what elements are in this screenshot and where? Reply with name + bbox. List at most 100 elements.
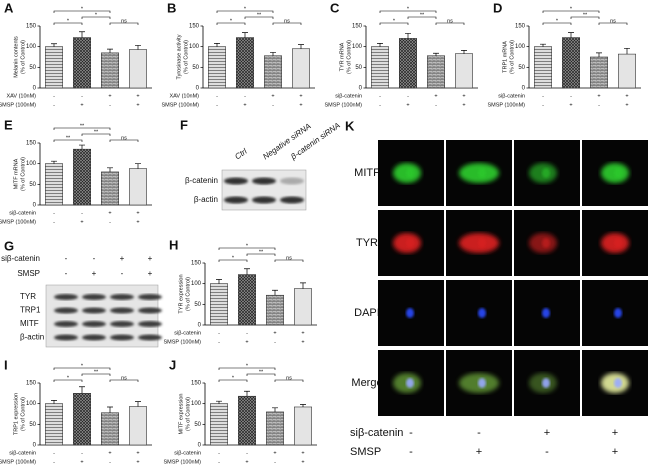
treatment-sign: -: [53, 219, 55, 225]
error-bar: [433, 52, 439, 56]
panel-letter: J: [169, 357, 176, 372]
treatment-sign: -: [65, 269, 68, 278]
y-tick-label: 0: [196, 86, 200, 92]
treatment-label: SMSP: [17, 269, 40, 278]
treatment-label: siβ-catenin: [174, 450, 201, 456]
nucleus: [478, 168, 486, 178]
row-label: β-catenin: [185, 176, 218, 185]
treatment-label: SMSP (100nM): [488, 102, 526, 108]
significance-bracket: [379, 22, 409, 25]
error-bar: [272, 407, 278, 412]
bar: [238, 395, 256, 446]
significance-bracket: [216, 10, 274, 13]
blot-band: [110, 307, 134, 314]
error-bar: [216, 400, 222, 404]
blot-band: [54, 334, 78, 341]
bar: [264, 55, 282, 89]
panel-letter: B: [167, 0, 176, 15]
y-axis-label: (% of Control): [20, 40, 26, 74]
nucleus: [478, 308, 486, 318]
treatment-sign: +: [569, 102, 572, 108]
blot-band: [252, 177, 276, 185]
row-label: TYR: [20, 292, 36, 301]
error-bar: [135, 163, 141, 169]
bar: [427, 55, 445, 89]
treatment-sign: +: [80, 102, 83, 108]
bar: [129, 49, 147, 89]
treatment-sign: +: [625, 102, 628, 108]
y-tick-label: 150: [191, 261, 202, 267]
y-axis-label: (% of Control): [509, 40, 515, 74]
treatment-sign: -: [81, 210, 83, 216]
significance-bracket: [53, 22, 83, 25]
bar: [45, 46, 63, 89]
bar: [534, 46, 552, 89]
blot-band: [54, 294, 78, 300]
panel-letter: A: [4, 0, 14, 15]
significance-label: *: [232, 255, 235, 261]
significance-label: **: [259, 249, 264, 255]
error-bar: [270, 52, 276, 56]
row-label: MITF: [20, 319, 39, 328]
y-axis-label: (% of Control): [346, 40, 352, 74]
bar: [266, 411, 284, 446]
significance-bracket: [244, 16, 274, 19]
significance-label: ns: [447, 18, 453, 24]
treatment-sign: -: [218, 450, 220, 456]
column-label: β-catenin siRNA: [288, 121, 341, 162]
row-label: β-actin: [20, 333, 44, 342]
nucleus: [406, 378, 414, 388]
treatment-sign: -: [81, 450, 83, 456]
error-bar: [244, 268, 250, 275]
bar: [590, 56, 608, 89]
panel-letter: F: [180, 117, 188, 132]
blot-frame: [221, 169, 307, 211]
significance-label: **: [257, 12, 262, 18]
treatment-sign: +: [108, 93, 111, 99]
y-axis-label: Tyrosinase activity: [176, 34, 182, 79]
significance-bracket: [542, 22, 572, 25]
y-axis-label: (% of Control): [183, 40, 189, 74]
y-tick-label: 100: [191, 281, 202, 287]
y-axis-label: Melanin contents: [13, 36, 19, 78]
blot-band: [82, 307, 106, 314]
significance-bracket: [274, 379, 304, 382]
error-bar: [51, 43, 57, 47]
treatment-sign: +: [136, 450, 139, 456]
y-tick-label: 0: [33, 203, 37, 209]
panel-letter: I: [4, 357, 8, 372]
significance-bracket: [53, 10, 111, 13]
treatment-label: siβ-catenin: [335, 93, 362, 99]
significance-label: *: [244, 6, 247, 12]
treatment-label: siβ-catenin: [9, 210, 36, 216]
y-tick-label: 100: [515, 44, 526, 50]
treatment-sign: -: [53, 210, 55, 216]
y-tick-label: 150: [26, 141, 37, 147]
error-bar: [135, 45, 141, 50]
significance-bracket: [109, 22, 139, 25]
y-tick-label: 100: [352, 44, 363, 50]
y-tick-label: 50: [192, 65, 199, 71]
blot-band: [138, 294, 162, 300]
treatment-sign: -: [216, 102, 218, 108]
significance-bracket: [218, 379, 248, 382]
treatment-sign: -: [53, 93, 55, 99]
treatment-sign: -: [379, 93, 381, 99]
significance-bracket: [53, 127, 111, 130]
treatment-label: siβ-catenin: [1, 254, 40, 263]
panel-letter: G: [4, 238, 14, 253]
significance-bracket: [81, 16, 111, 19]
row-label: DAPI: [354, 307, 380, 319]
significance-label: **: [259, 369, 264, 375]
significance-label: **: [66, 135, 71, 141]
significance-label: *: [556, 18, 559, 24]
y-tick-label: 0: [198, 323, 202, 329]
column-label: Ctrl: [233, 147, 249, 162]
bar: [129, 168, 147, 206]
bar: [210, 283, 228, 326]
bar: [208, 46, 226, 89]
error-bar: [300, 404, 306, 407]
treatment-label: XAV (10nM): [6, 93, 36, 99]
treatment-sign: +: [120, 254, 125, 263]
